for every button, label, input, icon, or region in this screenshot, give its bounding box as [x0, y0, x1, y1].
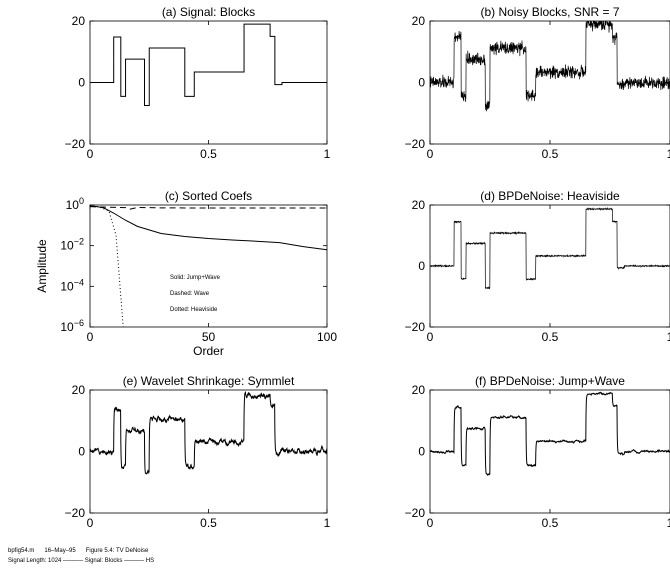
x-tick-label: 0.5 — [200, 147, 217, 161]
y-tick-label: −20 — [65, 137, 86, 151]
x-tick-label: 1 — [667, 330, 670, 344]
y-tick-label: −20 — [405, 506, 426, 520]
y-tick-label: −20 — [405, 320, 426, 334]
y-tick-label: 20 — [72, 383, 86, 397]
x-tick-label: 0.5 — [200, 516, 217, 530]
x-tick-label: 0 — [427, 516, 434, 530]
x-tick-label: 0 — [87, 330, 94, 344]
x-tick-label: 1 — [324, 147, 331, 161]
footer-line-1: bpfig54.m 16–May–95 Figure 5.4: TV DeNoi… — [8, 548, 149, 554]
x-tick-label: 0 — [427, 147, 434, 161]
series-line-b — [430, 21, 670, 112]
y-tick-label: 10−6 — [60, 318, 84, 334]
y-tick-label: 20 — [72, 14, 86, 28]
y-tick-label: 0 — [418, 76, 425, 90]
series-line-a — [90, 23, 327, 107]
y-tick-label: 0 — [418, 259, 425, 273]
y-tick-label: 20 — [412, 198, 426, 212]
y-tick-label: −20 — [405, 137, 426, 151]
series-line-e — [90, 390, 327, 475]
x-tick-label: 1 — [667, 147, 670, 161]
x-tick-label: 0.5 — [542, 147, 559, 161]
chart-title-d: (d) BPDeNoise: Heaviside — [480, 189, 620, 203]
chart-panel-c: (c) Sorted Coefs 0 50 100 100 10−2 10−4 10−6 Ord… — [35, 189, 337, 358]
x-tick-label: 0 — [87, 516, 94, 530]
chart-title-f: (f) BPDeNoise: Jump+Wave — [475, 374, 625, 388]
x-axis-label: Order — [193, 344, 224, 358]
series-line-d — [430, 206, 670, 290]
x-tick-label: 0 — [427, 330, 434, 344]
legend-entry: Solid: Jump+Wave — [170, 275, 221, 281]
series-line-c-jump-wave — [90, 205, 327, 251]
y-tick-label: 100 — [66, 196, 84, 212]
chart-title-a: (a) Signal: Blocks — [162, 5, 255, 19]
y-tick-label: 20 — [412, 383, 426, 397]
x-tick-label: 1 — [667, 516, 670, 530]
y-axis-label: Amplitude — [35, 239, 49, 293]
y-tick-label: 0 — [418, 445, 425, 459]
series-line-f — [430, 391, 670, 476]
x-tick-label: 0 — [87, 147, 94, 161]
chart-title-e: (e) Wavelet Shrinkage: Symmlet — [123, 374, 295, 388]
y-tick-label: 10−2 — [60, 237, 84, 253]
y-tick-label: 0 — [78, 445, 85, 459]
chart-title-c: (c) Sorted Coefs — [165, 189, 252, 203]
x-tick-label: 0.5 — [542, 516, 559, 530]
legend-entry: Dashed: Wave — [170, 291, 210, 297]
x-tick-label: 100 — [317, 330, 337, 344]
y-tick-label: 20 — [412, 14, 426, 28]
x-tick-label: 50 — [202, 330, 216, 344]
y-tick-label: 10−4 — [60, 277, 84, 293]
series-line-c-heaviside — [90, 205, 124, 327]
y-tick-label: 0 — [78, 76, 85, 90]
x-tick-label: 1 — [324, 516, 331, 530]
footer-line-2: Signal Length: 1024 –––––– Signal: Block… — [8, 558, 155, 564]
x-tick-label: 0.5 — [542, 330, 559, 344]
chart-title-b: (b) Noisy Blocks, SNR = 7 — [480, 5, 619, 19]
legend-entry: Dotted: Heaviside — [170, 307, 218, 313]
y-tick-label: −20 — [65, 506, 86, 520]
